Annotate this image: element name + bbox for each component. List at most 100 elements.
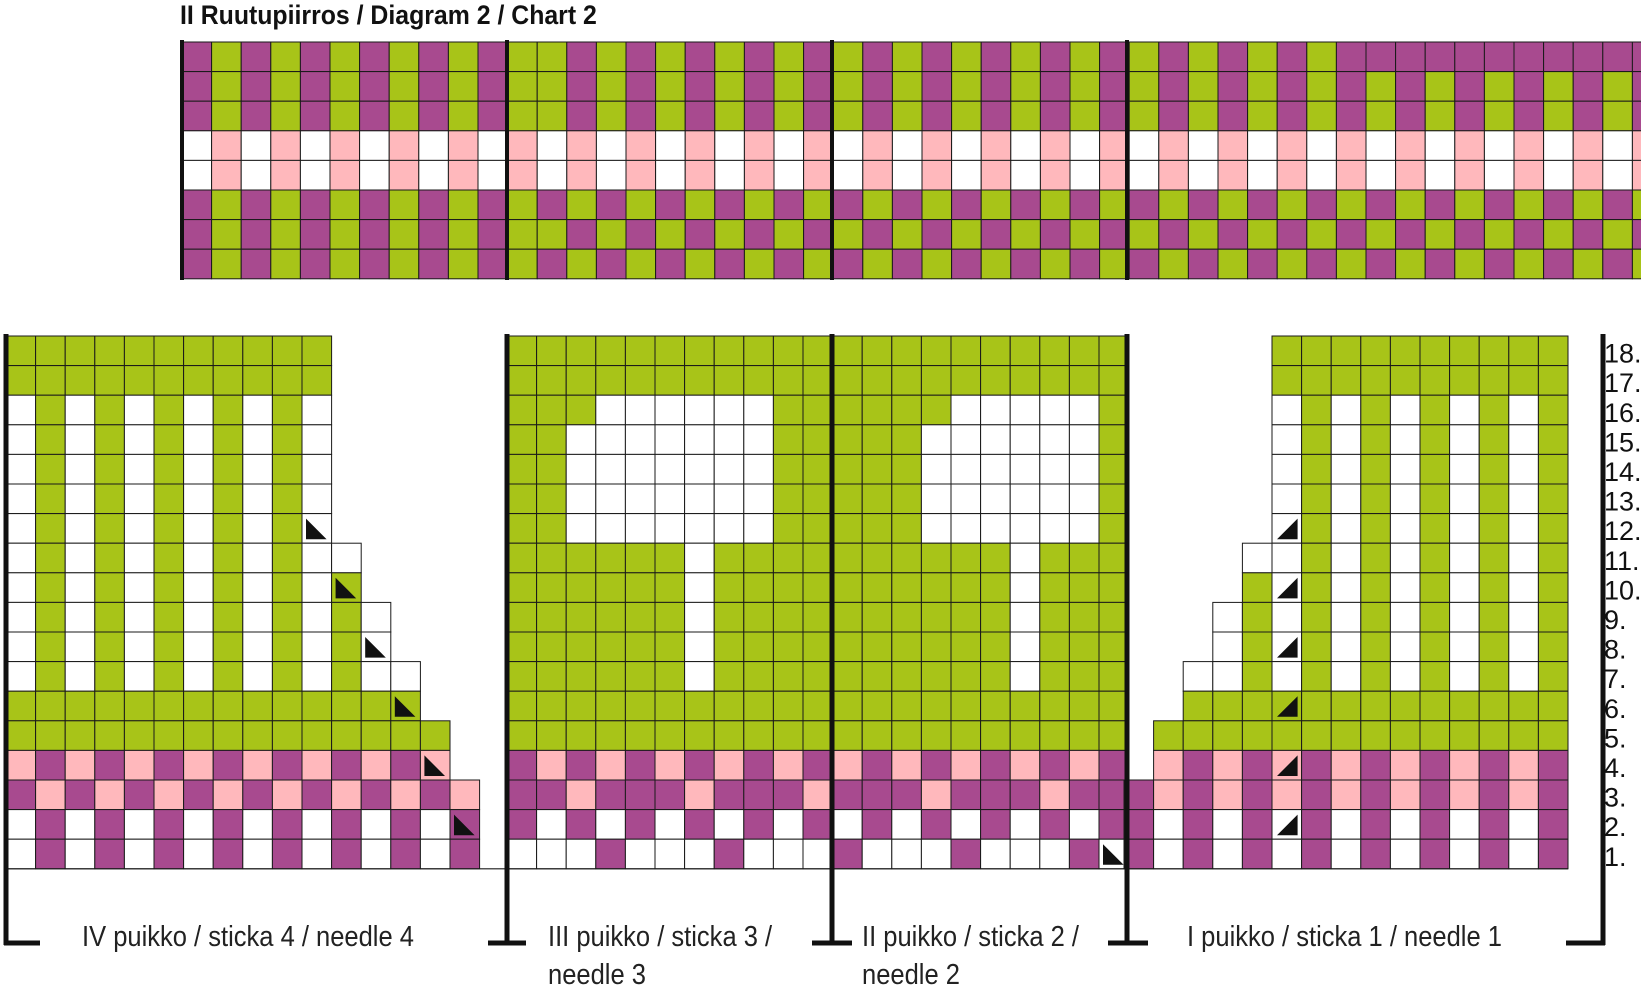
row-number-label: 17. bbox=[1604, 368, 1641, 398]
needle-4-cell bbox=[123, 838, 155, 870]
needle-1-cell bbox=[1301, 453, 1332, 485]
needle-3-2-cell bbox=[595, 335, 626, 367]
top-chart-cell bbox=[418, 189, 449, 221]
needle-3-2-cell bbox=[1098, 424, 1130, 455]
top-chart-cell bbox=[625, 248, 657, 280]
needle-3-2-cell bbox=[654, 335, 686, 367]
needle-4-cell bbox=[94, 513, 125, 544]
needle-1-cell bbox=[1301, 335, 1332, 367]
top-chart-cell bbox=[1010, 130, 1041, 161]
needle-3-2-cell bbox=[1068, 542, 1100, 574]
needle-1-cell bbox=[1449, 394, 1480, 426]
needle-3-2-cell bbox=[1098, 394, 1130, 426]
needle-3-2-cell bbox=[1039, 779, 1070, 811]
needle-3-2-cell bbox=[802, 601, 834, 633]
needle-4-cell bbox=[301, 838, 333, 870]
needle-4-cell bbox=[123, 335, 155, 367]
needle-1-cell bbox=[1301, 542, 1332, 574]
needle-3-2-cell bbox=[1009, 365, 1041, 396]
needle-3-2-cell bbox=[565, 809, 597, 840]
top-chart-cell bbox=[388, 130, 420, 161]
needle-4-cell bbox=[94, 838, 125, 870]
needle-3-2-cell bbox=[980, 335, 1011, 367]
top-chart-cell bbox=[1099, 248, 1130, 280]
needle-3-2-cell bbox=[832, 483, 863, 515]
needle-3-2-cell bbox=[713, 513, 745, 544]
top-chart-cell bbox=[891, 219, 923, 250]
top-chart-cell bbox=[862, 159, 893, 191]
needle-1-cell bbox=[1271, 601, 1303, 633]
needle-3-2-cell bbox=[684, 542, 715, 574]
needle-1-cell bbox=[1241, 779, 1273, 811]
needle-1-cell bbox=[1330, 631, 1362, 663]
needle-1-cell bbox=[1478, 838, 1510, 870]
needle-4-cell bbox=[183, 483, 214, 515]
needle-3-2-cell bbox=[832, 424, 863, 455]
needle-3-2-cell bbox=[1098, 690, 1130, 722]
needle-4-cell bbox=[123, 513, 155, 544]
needle-3-2-cell bbox=[595, 424, 626, 455]
needle-4-cell bbox=[35, 661, 66, 692]
needle-1-cell bbox=[1478, 690, 1510, 722]
top-chart-cell bbox=[477, 219, 509, 250]
top-chart-cell bbox=[803, 130, 834, 161]
needle-4-cell bbox=[183, 513, 214, 544]
top-chart-cell bbox=[447, 130, 479, 161]
needle-4-cell bbox=[123, 424, 155, 455]
needle-3-2-cell bbox=[920, 483, 952, 515]
top-chart-cell bbox=[1276, 189, 1308, 221]
needle-4-cell bbox=[331, 690, 362, 722]
top-chart-cell bbox=[1187, 100, 1219, 132]
needle-1-cell bbox=[1330, 365, 1362, 396]
top-chart-cell bbox=[329, 248, 361, 280]
top-chart-cell bbox=[1513, 248, 1545, 280]
needle-1-cell bbox=[1537, 542, 1569, 574]
needle-1-cell bbox=[1449, 572, 1480, 603]
needle-1-cell bbox=[1478, 394, 1510, 426]
needle-4-cell bbox=[212, 365, 244, 396]
top-chart-cell bbox=[1395, 248, 1426, 280]
top-chart-cell bbox=[1602, 71, 1633, 102]
needle-3-2-cell bbox=[980, 838, 1011, 870]
needle-1-cell bbox=[1389, 513, 1421, 544]
top-chart-cell bbox=[980, 248, 1012, 280]
needle-1-cell bbox=[1478, 365, 1510, 396]
top-chart-cell bbox=[1010, 189, 1041, 221]
top-chart-cell bbox=[1395, 41, 1426, 73]
needle-3-2-cell bbox=[743, 394, 774, 426]
needle-3-2-cell bbox=[713, 483, 745, 515]
top-chart-cell bbox=[507, 219, 538, 250]
needle-3-2-cell bbox=[506, 483, 538, 515]
needle-3-2-cell bbox=[1068, 424, 1100, 455]
needle-4-label: IV puikko / sticka 4 / needle 4 bbox=[82, 921, 414, 953]
needle-4-cell bbox=[35, 809, 66, 840]
needle-1-cell bbox=[1360, 720, 1391, 751]
top-chart-cell bbox=[1158, 248, 1189, 280]
needle-3-2-cell bbox=[772, 690, 804, 722]
top-chart-cell bbox=[803, 100, 834, 132]
top-chart-cell bbox=[1602, 130, 1633, 161]
needle-3-2-cell bbox=[891, 365, 922, 396]
needle-4-cell bbox=[123, 749, 155, 781]
needle-4-cell bbox=[153, 335, 185, 367]
needle-4-cell bbox=[390, 838, 421, 870]
needle-3-2-cell bbox=[1009, 335, 1041, 367]
top-chart-cell bbox=[1335, 100, 1367, 132]
top-chart-cell bbox=[832, 130, 864, 161]
top-chart-cell bbox=[1039, 248, 1071, 280]
needle-3-2-cell bbox=[832, 453, 863, 485]
top-chart-cell bbox=[743, 219, 775, 250]
top-chart-cell bbox=[1128, 189, 1160, 221]
top-chart-cell bbox=[418, 248, 449, 280]
top-chart-cell bbox=[595, 100, 627, 132]
needle-3-2-cell bbox=[861, 513, 893, 544]
top-chart-cell bbox=[388, 189, 420, 221]
needle-3-2-cell bbox=[861, 631, 893, 663]
top-chart-cell bbox=[240, 189, 272, 221]
needle-1-cell bbox=[1360, 335, 1391, 367]
top-chart-cell bbox=[891, 100, 923, 132]
top-chart-cell bbox=[1424, 248, 1456, 280]
top-chart-cell bbox=[1217, 189, 1249, 221]
top-chart-cell bbox=[921, 130, 953, 161]
